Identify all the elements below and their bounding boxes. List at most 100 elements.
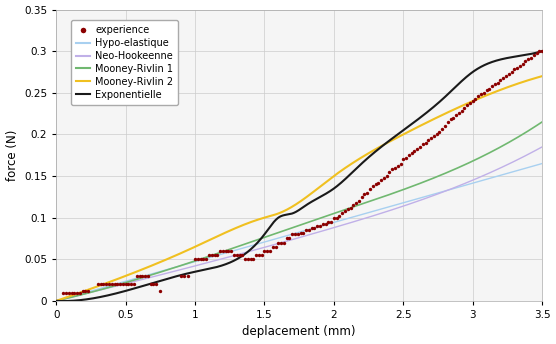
Point xyxy=(257,252,266,258)
Point xyxy=(449,115,458,120)
Point xyxy=(271,244,280,249)
Point xyxy=(344,206,353,212)
Point xyxy=(413,147,421,152)
Point xyxy=(216,248,225,254)
Point xyxy=(141,273,150,279)
Point xyxy=(99,281,108,287)
Point xyxy=(346,205,355,211)
Point xyxy=(465,100,474,106)
Point xyxy=(235,252,244,258)
Point xyxy=(285,236,294,241)
Point xyxy=(76,290,85,295)
Point xyxy=(451,112,460,118)
Point xyxy=(260,248,269,254)
Point xyxy=(490,82,499,87)
Point xyxy=(507,69,516,75)
Point xyxy=(515,63,524,69)
Point xyxy=(446,117,455,122)
Point xyxy=(266,248,275,254)
Point xyxy=(479,90,488,96)
Point xyxy=(73,290,82,295)
Point xyxy=(305,227,314,233)
Point xyxy=(488,83,497,89)
Point xyxy=(274,240,283,245)
Point xyxy=(330,215,339,221)
Point xyxy=(118,281,127,287)
Point xyxy=(307,225,316,230)
Point xyxy=(93,281,102,287)
Point xyxy=(116,281,125,287)
Point xyxy=(232,252,241,258)
Point xyxy=(418,142,427,147)
Point xyxy=(213,252,222,258)
Point xyxy=(468,98,477,104)
Point xyxy=(471,96,480,101)
Point xyxy=(224,248,233,254)
Point xyxy=(110,281,119,287)
Point xyxy=(341,208,350,214)
Point xyxy=(255,252,264,258)
Point xyxy=(277,240,286,245)
Point xyxy=(363,190,371,195)
Point xyxy=(529,53,538,58)
Point xyxy=(354,198,363,204)
Point xyxy=(382,173,391,179)
Point xyxy=(443,119,452,125)
Point xyxy=(238,252,247,258)
Y-axis label: force (N): force (N) xyxy=(6,130,18,181)
Point xyxy=(67,290,76,295)
Point xyxy=(485,86,494,92)
Point xyxy=(156,288,165,294)
Point xyxy=(296,230,305,235)
Point xyxy=(421,140,430,146)
Point xyxy=(107,281,116,287)
Point xyxy=(138,273,147,279)
Point xyxy=(388,166,396,172)
Point xyxy=(302,227,311,233)
Point xyxy=(454,110,463,116)
Point xyxy=(357,194,366,200)
Point xyxy=(502,73,510,79)
Point xyxy=(288,232,297,237)
Point xyxy=(177,273,186,279)
Point xyxy=(499,75,508,80)
Point xyxy=(180,273,188,279)
Point xyxy=(407,150,416,155)
Point xyxy=(130,281,138,287)
Point xyxy=(191,257,200,262)
Point xyxy=(432,132,441,137)
Point xyxy=(291,232,300,237)
Point xyxy=(404,152,413,158)
Point xyxy=(424,138,433,143)
Point xyxy=(269,244,277,249)
Point xyxy=(210,252,219,258)
Point xyxy=(64,290,73,295)
Point xyxy=(390,165,399,170)
Point xyxy=(338,211,347,216)
Point xyxy=(313,223,322,229)
Point xyxy=(324,219,333,225)
Point xyxy=(460,105,469,110)
Point xyxy=(360,192,369,197)
Point xyxy=(227,248,236,254)
Point xyxy=(149,281,158,287)
Point xyxy=(249,257,258,262)
Point xyxy=(410,148,419,154)
Point xyxy=(532,50,541,56)
Point xyxy=(415,144,424,150)
Point xyxy=(482,87,491,93)
Point xyxy=(202,257,211,262)
Point xyxy=(124,281,133,287)
Point xyxy=(319,222,327,227)
Point xyxy=(538,49,547,54)
Legend: experience, Hypo-elastique, Neo-Hookeenne, Mooney-Rivlin 1, Mooney-Rivlin 2, Exp: experience, Hypo-elastique, Neo-Hookeenn… xyxy=(71,20,178,105)
Point xyxy=(513,65,522,71)
Point xyxy=(457,108,466,114)
Point xyxy=(429,133,438,139)
Point xyxy=(84,288,93,294)
Point xyxy=(282,236,291,241)
Point xyxy=(527,55,535,61)
Point xyxy=(205,252,214,258)
Point xyxy=(368,183,377,189)
Point xyxy=(146,281,155,287)
